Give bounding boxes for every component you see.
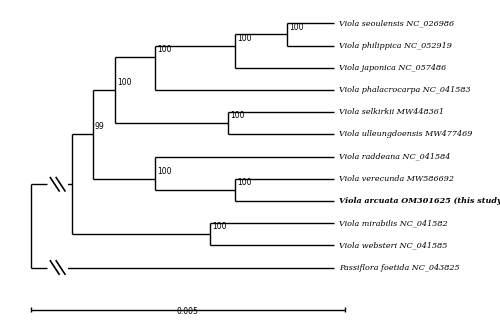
Text: 0.005: 0.005 xyxy=(177,307,199,316)
Text: 100: 100 xyxy=(230,111,245,120)
Text: 100: 100 xyxy=(117,78,132,87)
Text: Viola verecunda MW586692: Viola verecunda MW586692 xyxy=(339,175,454,183)
Text: Viola raddeana NC_041584: Viola raddeana NC_041584 xyxy=(339,153,450,161)
Text: 100: 100 xyxy=(157,45,172,54)
Text: Viola seoulensis NC_026986: Viola seoulensis NC_026986 xyxy=(339,19,454,27)
Text: 100: 100 xyxy=(238,34,252,43)
Text: Viola selkirkii MW448361: Viola selkirkii MW448361 xyxy=(339,108,444,116)
Bar xyxy=(49,259,68,276)
Text: Viola ulleungdoensis MW477469: Viola ulleungdoensis MW477469 xyxy=(339,130,472,138)
Text: 100: 100 xyxy=(212,222,226,231)
Text: 100: 100 xyxy=(289,23,304,32)
Text: Viola japonica NC_057486: Viola japonica NC_057486 xyxy=(339,64,446,72)
Bar xyxy=(49,176,68,193)
Text: Viola phalacrocarpa NC_041583: Viola phalacrocarpa NC_041583 xyxy=(339,86,471,94)
Text: Viola mirabilis NC_041582: Viola mirabilis NC_041582 xyxy=(339,219,448,227)
Text: Viola arcuata OM301625 (this study): Viola arcuata OM301625 (this study) xyxy=(339,197,500,205)
Text: 100: 100 xyxy=(157,167,172,176)
Text: Viola websteri NC_041585: Viola websteri NC_041585 xyxy=(339,241,448,249)
Text: 99: 99 xyxy=(95,123,104,132)
Text: 100: 100 xyxy=(238,178,252,187)
Text: Viola philippica NC_052919: Viola philippica NC_052919 xyxy=(339,42,452,50)
Text: Passiflora foetida NC_043825: Passiflora foetida NC_043825 xyxy=(339,263,460,271)
